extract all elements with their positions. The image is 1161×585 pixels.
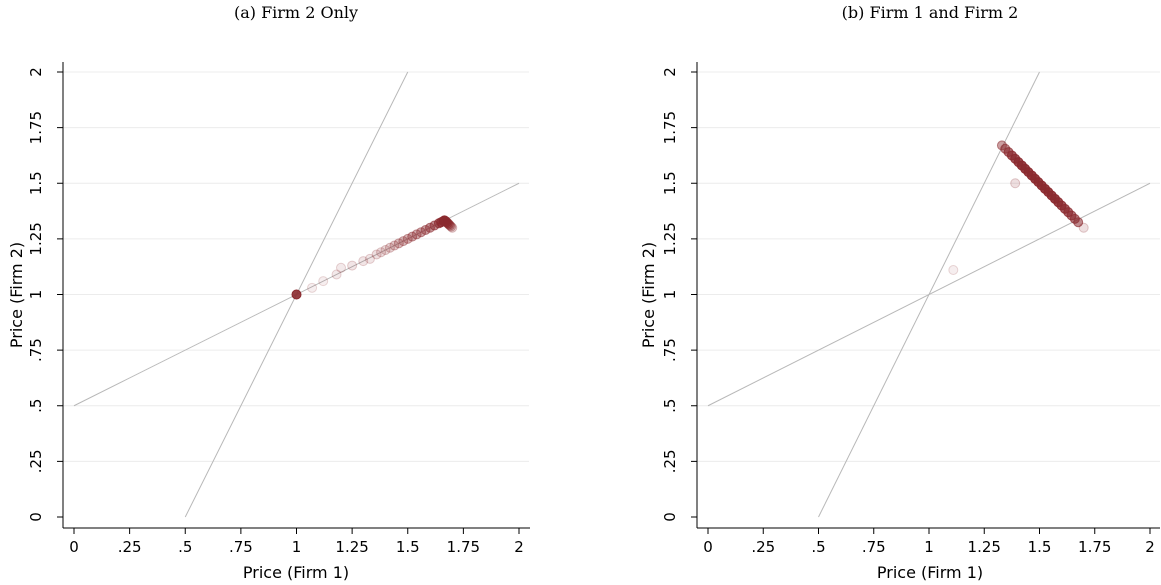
y-tick-label: 1.75 [661,111,679,144]
scatter-point [447,222,458,233]
y-tick-label: 1.25 [661,222,679,255]
x-tick-label: 0 [703,538,713,556]
y-axis-label: Price (Firm 2) [7,242,26,348]
y-tick-label: 1.5 [661,171,679,195]
scatter-point [1010,178,1021,189]
x-tick-label: 1.5 [396,538,420,556]
x-tick-label: .25 [751,538,775,556]
x-tick-label: 0 [69,538,79,556]
y-tick-label: .5 [27,399,45,413]
scatter-point [1073,217,1084,228]
scatter-point [389,240,400,251]
x-tick-label: 1 [292,538,302,556]
y-tick-label: 1 [27,290,45,300]
scatter-point [336,262,346,273]
x-tick-label: 2 [1145,538,1155,556]
scatter-point [291,289,302,300]
y-tick-label: 2 [27,67,45,77]
panel-firm-1-and-firm-2: (b) Firm 1 and Firm 2 0.25.5.75 1 1.25 1.5 1… [639,3,1160,582]
y-tick-label: .25 [661,449,679,473]
panel-title: (a) Firm 2 Only [234,3,358,22]
x-tick-label: 1.5 [1028,538,1052,556]
scatter-point [446,221,457,232]
x-tick-label: 1.75 [447,538,480,556]
y-tick-label: 1.25 [27,222,45,255]
scatter-point [347,260,358,271]
scatter-point [307,282,318,293]
scatter-point [364,253,375,264]
y-tick-label: .25 [27,449,45,473]
panel-firm-2-only: (a) Firm 2 Only 0.25.5.75 1 1.25 1.5 1.75 2 0… [7,3,530,582]
y-tick-label: 1 [661,290,679,300]
scatter-point [948,265,959,276]
scatter-point [445,220,456,231]
y-tick-label: 0 [661,512,679,522]
scatter-point [371,249,382,260]
scatter-point [443,219,454,230]
x-tick-label: .75 [862,538,886,556]
x-axis-label: Price (Firm 1) [877,563,983,582]
y-tick-label: 2 [661,67,679,77]
grid [63,71,529,462]
scatter-point [376,247,387,258]
x-tick-label: .75 [229,538,253,556]
x-axis-label: Price (Firm 1) [243,563,349,582]
scatter-point [318,276,329,287]
scatter-point [358,256,369,267]
x-tick-label: .5 [178,538,192,556]
scatter-points [291,215,458,300]
y-tick-label: .75 [27,338,45,362]
x-tick-label: 1.25 [335,538,368,556]
grid [697,71,1160,462]
scatter-point [331,269,342,280]
x-tick-label: 2 [514,538,524,556]
y-tick-label: 0 [27,512,45,522]
x-ticks: 0 .25 .5 .75 1 1.25 1.5 1.75 2 [69,528,524,556]
y-ticks: 0 .25 .5 .75 1 1.25 1.5 1.75 2 [661,67,697,522]
scatter-points [948,140,1089,276]
x-tick-label: .5 [811,538,825,556]
scatter-point [384,242,395,253]
y-axis-label: Price (Firm 2) [639,242,658,348]
scatter-point [398,236,409,247]
y-ticks: 0 .25 .5 .75 1 1.25 1.5 1.75 2 [27,67,63,522]
y-tick-label: 1.5 [27,171,45,195]
y-tick-label: 1.75 [27,111,45,144]
scatter-point [393,238,404,249]
x-tick-label: 1.75 [1078,538,1111,556]
scatter-point [380,245,391,255]
panel-title: (b) Firm 1 and Firm 2 [842,3,1019,22]
y-tick-label: .5 [661,399,679,413]
x-tick-label: 1.25 [968,538,1001,556]
x-tick-label: 1 [924,538,934,556]
y-tick-label: .75 [661,338,679,362]
x-tick-label: .25 [118,538,142,556]
x-ticks: 0 .25 .5 .75 1 1.25 1.5 1.75 2 [703,528,1155,556]
